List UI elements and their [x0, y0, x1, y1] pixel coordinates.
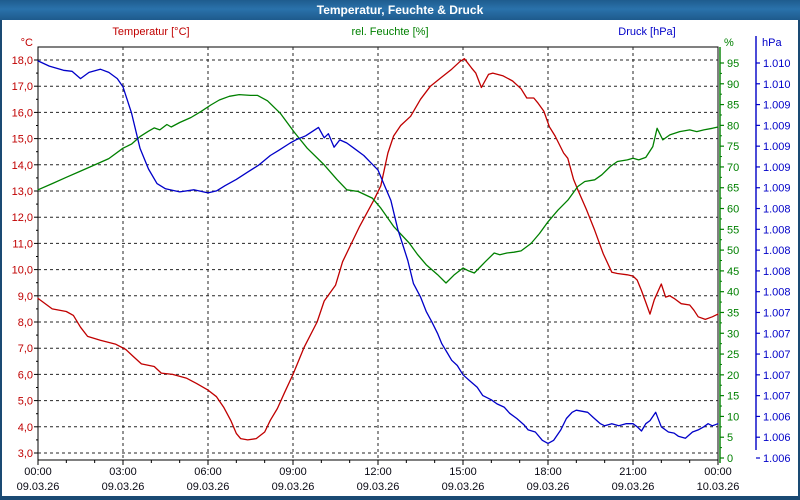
- temperature-axis-label: 12,0: [12, 212, 33, 224]
- rel-feuchte-curve: [37, 93, 719, 284]
- temperature-axis-label: 13,0: [12, 186, 33, 198]
- time-label: 18:00: [534, 466, 562, 478]
- humidity-axis-label: 35: [727, 307, 739, 319]
- humidity-unit-label: %: [724, 37, 734, 49]
- humidity-axis-label: 70: [727, 162, 739, 174]
- pressure-axis-label: 1.008: [763, 224, 791, 236]
- temperature-axis-label: 10,0: [12, 265, 33, 277]
- humidity-axis-label: 65: [727, 183, 739, 195]
- pressure-axis-label: 1.009: [763, 183, 791, 195]
- date-label: 09.03.26: [102, 481, 145, 493]
- pressure-axis-label: 1.007: [763, 307, 791, 319]
- humidity-axis-label: 20: [727, 370, 739, 382]
- humidity-axis-label: 90: [727, 79, 739, 91]
- temperature-axis-label: 7,0: [18, 343, 33, 355]
- date-label: 09.03.26: [272, 481, 315, 493]
- humidity-axis-label: 30: [727, 328, 739, 340]
- window-title: Temperatur, Feuchte & Druck: [317, 3, 484, 17]
- time-label: 15:00: [449, 466, 477, 478]
- humidity-axis-label: 0: [727, 453, 733, 465]
- temperature-axis-label: 16,0: [12, 107, 33, 119]
- time-label: 09:00: [279, 466, 307, 478]
- pressure-series-label: Druck [hPa]: [618, 26, 675, 38]
- pressure-axis-label: 1.007: [763, 328, 791, 340]
- humidity-axis-label: 95: [727, 58, 739, 70]
- temperature-axis-label: 8,0: [18, 317, 33, 329]
- date-label: 09.03.26: [527, 481, 570, 493]
- temperature-axis-label: 6,0: [18, 369, 33, 381]
- humidity-axis-label: 75: [727, 141, 739, 153]
- time-label: 12:00: [364, 466, 392, 478]
- pressure-axis-label: 1.006: [763, 432, 791, 444]
- temperature-axis-label: 11,0: [12, 238, 33, 250]
- temperature-axis-label: 17,0: [12, 81, 33, 93]
- pressure-axis-label: 1.007: [763, 391, 791, 403]
- pressure-axis-label: 1.010: [763, 79, 791, 91]
- date-label: 09.03.26: [612, 481, 655, 493]
- pressure-axis-label: 1.009: [763, 162, 791, 174]
- window-titlebar: Temperatur, Feuchte & Druck: [0, 0, 800, 20]
- temperature-axis-label: 5,0: [18, 396, 33, 408]
- pressure-axis-label: 1.008: [763, 204, 791, 216]
- humidity-axis-label: 85: [727, 100, 739, 112]
- pressure-axis-label: 1.007: [763, 349, 791, 361]
- druck-curve: [37, 60, 719, 445]
- temperature-axis-label: 4,0: [18, 422, 33, 434]
- humidity-axis-label: 60: [727, 204, 739, 216]
- temperatur-curve: [37, 58, 719, 441]
- pressure-axis-label: 1.006: [763, 411, 791, 423]
- humidity-axis-label: 55: [727, 224, 739, 236]
- humidity-axis-label: 40: [727, 287, 739, 299]
- pressure-axis-label: 1.009: [763, 120, 791, 132]
- time-label: 03:00: [109, 466, 137, 478]
- time-label: 00:00: [24, 466, 52, 478]
- date-label: 10.03.26: [697, 481, 740, 493]
- date-label: 09.03.26: [357, 481, 400, 493]
- gridlines: [38, 47, 718, 460]
- date-label: 09.03.26: [17, 481, 60, 493]
- pressure-unit-label: hPa: [762, 37, 782, 49]
- time-axis: 00:00 09.03.26 03:00 09.03.26 06:00 09.03.26 0…: [17, 460, 740, 493]
- temperature-axis-label: 18,0: [12, 55, 33, 67]
- pressure-axis-label: 1.009: [763, 100, 791, 112]
- pressure-axis-label: 1.006: [763, 453, 791, 465]
- pressure-axis: 1.010 1.010 1.009 1.009 1.009 1.009 1.009 1.008…: [755, 36, 791, 465]
- temperature-unit-label: °C: [21, 37, 33, 49]
- temperature-axis-label: 14,0: [12, 160, 33, 172]
- pressure-axis-label: 1.010: [763, 58, 791, 70]
- time-label: 00:00: [704, 466, 732, 478]
- temperature-axis-label: 15,0: [12, 134, 33, 146]
- humidity-axis-label: 50: [727, 245, 739, 257]
- data-curves: [37, 58, 719, 445]
- humidity-axis-label: 5: [727, 432, 733, 444]
- time-label: 21:00: [619, 466, 647, 478]
- time-label: 06:00: [194, 466, 222, 478]
- pressure-axis-label: 1.009: [763, 141, 791, 153]
- humidity-axis-label: 15: [727, 391, 739, 403]
- humidity-axis-label: 80: [727, 120, 739, 132]
- pressure-axis-label: 1.008: [763, 245, 791, 257]
- pressure-axis-label: 1.008: [763, 287, 791, 299]
- pressure-axis-label: 1.008: [763, 266, 791, 278]
- pressure-axis-label: 1.007: [763, 370, 791, 382]
- date-label: 09.03.26: [187, 481, 230, 493]
- humidity-axis-label: 45: [727, 266, 739, 278]
- temperature-series-label: Temperatur [°C]: [112, 26, 189, 38]
- temperature-axis: 18,0 17,0 16,0 15,0 14,0 13,0 12,0 11,0 10,0 9,0 8…: [12, 55, 38, 460]
- temperature-axis-label: 3,0: [18, 448, 33, 460]
- humidity-axis-label: 25: [727, 349, 739, 361]
- temperature-axis-label: 9,0: [18, 291, 33, 303]
- humidity-series-label: rel. Feuchte [%]: [351, 26, 428, 38]
- humidity-axis-label: 10: [727, 411, 739, 423]
- date-label: 09.03.26: [442, 481, 485, 493]
